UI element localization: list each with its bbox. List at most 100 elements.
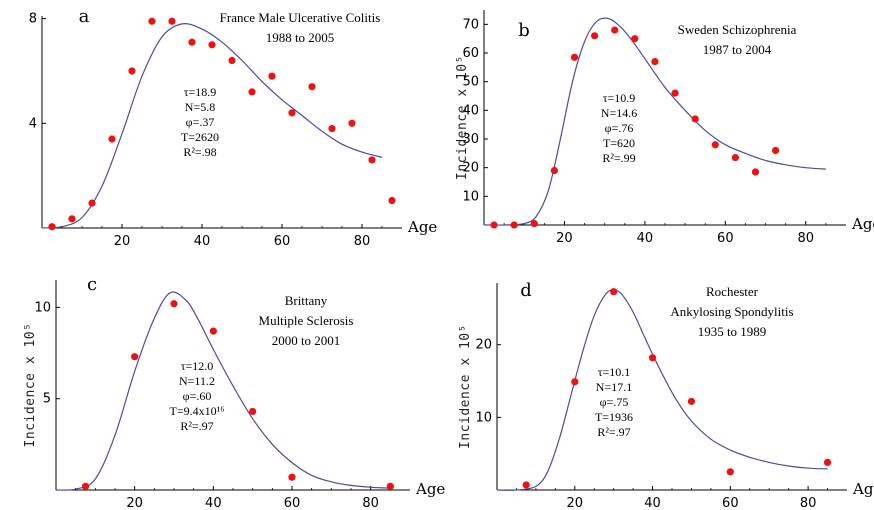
data-point (170, 300, 178, 308)
fit-parameter: T=2620 (181, 130, 219, 144)
data-point (530, 219, 538, 228)
fit-parameter: N=14.6 (601, 106, 637, 120)
data-point (308, 83, 316, 91)
data-point (823, 458, 832, 466)
x-tick-label: 40 (637, 231, 654, 246)
data-point (368, 156, 376, 164)
fit-parameter: R²=.97 (597, 425, 630, 439)
data-point (128, 67, 136, 75)
data-point (691, 115, 699, 123)
x-tick-label: 80 (362, 496, 379, 510)
fitted-curve (483, 17, 826, 226)
x-tick-label: 60 (284, 496, 301, 510)
data-point (81, 482, 90, 490)
panel-letter: a (79, 6, 90, 27)
data-point (610, 288, 618, 296)
x-tick-label: 40 (194, 234, 211, 249)
panel-letter: d (520, 280, 532, 301)
data-point (348, 119, 356, 127)
data-point (772, 146, 780, 155)
data-point (651, 58, 659, 66)
fitted-curve (41, 22, 383, 229)
chart-title-line: 1987 to 2004 (703, 42, 772, 57)
x-tick-label: 80 (798, 231, 815, 246)
y-tick-label: 10 (462, 189, 479, 204)
chart-panel-b: 20 40 60 80 10 20 30 40 50 60 70 Age Incidence x 10⁵… (455, 10, 874, 246)
y-tick-label: 10 (475, 410, 492, 425)
x-tick-label: 60 (722, 496, 739, 510)
x-axis-label: Age (415, 480, 445, 498)
chart-title-line: Rochester (706, 284, 759, 299)
x-tick-label: 60 (717, 231, 734, 246)
x-tick-label: 20 (114, 234, 131, 249)
data-point (268, 72, 276, 80)
y-tick-label: 8 (29, 12, 37, 27)
chart-title-line: Sweden Schizophrenia (678, 22, 797, 37)
fit-parameter: N=11.2 (179, 374, 215, 388)
chart-panel-c: 20 40 60 80 5 10 Age Incidence x 10⁵ c Brittany Mu… (23, 274, 445, 510)
data-point (550, 166, 558, 175)
x-tick-label: 80 (354, 234, 371, 249)
fit-parameter: φ=.37 (186, 115, 215, 129)
chart-title-line: Ankylosing Spondylitis (670, 304, 793, 319)
fitted-curve (55, 291, 391, 491)
y-axis-label: Incidence x 10⁵ (23, 323, 38, 448)
y-axis-label: Incidence x 10⁵ (458, 324, 473, 449)
fit-parameter: N=17.1 (596, 380, 632, 394)
chart-title-line: 1935 to 1989 (698, 324, 767, 339)
data-point (328, 124, 336, 133)
data-point (522, 481, 530, 489)
chart-title-line: 2000 to 2001 (272, 333, 341, 348)
x-tick-label: 20 (567, 496, 584, 510)
data-point (168, 17, 176, 25)
fit-parameter: R²=.99 (602, 151, 635, 165)
chart-panel-a: 20 40 60 80 4 8 Age a France Male Ulcerative Col… (29, 6, 438, 249)
x-tick-label: 40 (644, 496, 661, 510)
y-tick-label: 10 (34, 300, 51, 315)
data-point (648, 354, 657, 362)
x-axis-label: Age (407, 218, 437, 236)
fit-parameter: φ=.60 (183, 389, 212, 403)
data-point (228, 56, 236, 65)
data-point (571, 378, 579, 386)
y-axis-label: Incidence x 10⁵ (455, 55, 470, 180)
data-point (510, 221, 518, 229)
data-point (490, 221, 498, 229)
x-tick-label: 20 (556, 231, 573, 246)
data-point (687, 397, 696, 405)
data-point (188, 38, 196, 46)
panel-letter: b (518, 20, 530, 41)
fit-parameter: T=620 (603, 136, 635, 150)
data-point (711, 141, 719, 149)
data-point (48, 223, 56, 231)
y-tick-label: 40 (462, 103, 479, 118)
fit-parameter: φ=.75 (600, 395, 629, 409)
fit-parameter: N=5.8 (185, 100, 215, 114)
y-tick-label: 20 (462, 161, 479, 176)
y-tick-label: 60 (462, 46, 479, 61)
chart-panel-d: 20 40 60 80 10 20 Age Incidence x 10⁵ d Rochester… (458, 280, 874, 510)
data-point (68, 215, 76, 223)
x-tick-label: 80 (800, 496, 817, 510)
fit-parameter: τ=12.0 (181, 359, 214, 373)
data-point (249, 407, 257, 416)
x-tick-label: 60 (274, 234, 291, 249)
fit-parameter: τ=10.9 (603, 91, 636, 105)
data-point (751, 168, 760, 176)
fit-parameter: τ=10.1 (598, 365, 631, 379)
data-point (288, 473, 296, 481)
y-tick-label: 20 (475, 338, 492, 353)
fit-parameter: T=9.4x10¹⁶ (170, 404, 225, 418)
data-point (386, 482, 394, 490)
data-point (570, 53, 579, 61)
data-point (88, 199, 96, 207)
data-point (591, 32, 599, 40)
y-tick-label: 70 (462, 17, 479, 32)
chart-title-line: Brittany (285, 293, 328, 308)
fit-parameter: T=1936 (595, 410, 633, 424)
fit-parameter: R²=.98 (183, 145, 216, 159)
y-tick-label: 30 (462, 132, 479, 147)
data-point (248, 88, 256, 96)
data-point (671, 89, 679, 97)
x-axis-label: Age (851, 215, 874, 233)
